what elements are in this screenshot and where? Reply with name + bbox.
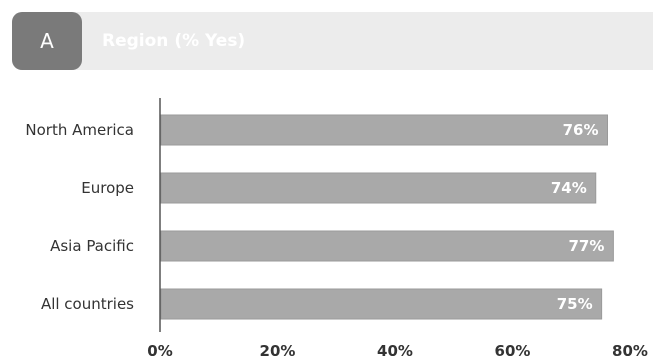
value-label: 75% — [557, 295, 593, 313]
x-tick-label: 0% — [147, 342, 172, 360]
bar-1 — [160, 172, 597, 204]
value-label: 77% — [568, 237, 604, 255]
chart-header: A Region (% Yes) — [12, 12, 653, 70]
x-tick-label: 40% — [377, 342, 413, 360]
bar-2 — [160, 230, 614, 262]
panel-badge: A — [12, 12, 82, 70]
chart-title: Region (% Yes) — [102, 31, 246, 51]
x-tick-label: 80% — [612, 342, 648, 360]
x-tick-label: 60% — [495, 342, 531, 360]
value-label: 76% — [563, 121, 599, 139]
category-label: Europe — [81, 179, 134, 197]
x-tick-label: 20% — [260, 342, 296, 360]
category-label: All countries — [41, 295, 134, 313]
value-label: 74% — [551, 179, 587, 197]
category-label: North America — [25, 121, 134, 139]
category-label: Asia Pacific — [50, 237, 134, 255]
bar-3 — [160, 288, 603, 320]
bar-0 — [160, 114, 608, 146]
